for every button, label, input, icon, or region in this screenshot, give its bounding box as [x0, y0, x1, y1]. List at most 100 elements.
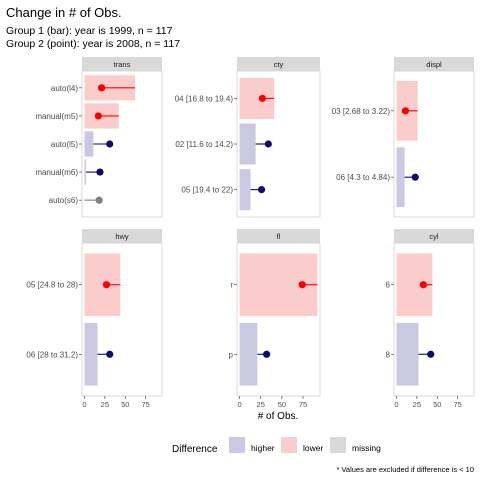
facet-strip-label: hwy [115, 232, 129, 241]
bar [84, 159, 87, 185]
x-tick-label: 0 [82, 400, 86, 409]
point [419, 281, 427, 289]
point [106, 350, 114, 358]
bar [239, 322, 258, 386]
point [401, 107, 410, 115]
point [94, 112, 102, 120]
x-axis-label: # of Obs. [258, 411, 299, 422]
x-tick-label: 50 [433, 400, 441, 409]
facet-panel-cty: cty 04 [16.8 to 19.4) 02 [11.6 to 14.2) 05 … [175, 57, 321, 218]
legend-label-higher: higher [251, 443, 275, 453]
row-r: r [230, 253, 318, 317]
row-03 [2.68 to 3.22): 03 [2.68 to 3.22) [332, 80, 418, 141]
row-auto(l5): auto(l5) [51, 131, 114, 157]
facet-strip [394, 229, 474, 243]
footnote: * Values are excluded if difference is <… [336, 465, 474, 474]
facet-panel-displ: displ 03 [2.68 to 3.22) 06 [4.3 to 4.84) [332, 57, 475, 218]
y-tick-label: auto(s6) [49, 196, 79, 205]
facet-strip [82, 229, 162, 243]
point [106, 140, 114, 148]
y-tick-label: 03 [2.68 to 3.22) [332, 107, 391, 116]
y-tick-label: 02 [11.6 to 14.2) [175, 140, 233, 149]
legend: Difference higher lower missing [172, 437, 381, 455]
facet-panels: trans auto(l4) manual(m5) auto(l5) manual(m6… [26, 57, 475, 409]
row-06 [4.3 to 4.84): 06 [4.3 to 4.84) [336, 147, 419, 208]
facet-strip [237, 57, 320, 71]
point [427, 350, 435, 358]
legend-title: Difference [172, 444, 218, 455]
x-tick-label: 75 [299, 400, 307, 409]
facet-strip-label: trans [114, 60, 131, 69]
bar [84, 131, 94, 157]
bar [239, 123, 256, 165]
point [263, 350, 271, 358]
bar [396, 147, 405, 208]
y-tick-label: 6 [386, 281, 391, 290]
point [95, 196, 103, 204]
point [258, 94, 267, 102]
row-6: 6 [386, 253, 433, 317]
row-p: p [229, 322, 271, 386]
point [102, 281, 111, 289]
point [411, 173, 419, 181]
y-tick-label: auto(l4) [51, 84, 78, 93]
facet-strip [82, 57, 162, 71]
point [97, 84, 106, 92]
y-tick-label: 06 [4.3 to 4.84) [336, 173, 390, 182]
x-tick-label: 75 [454, 400, 462, 409]
bar [84, 322, 98, 386]
point [264, 140, 272, 148]
bar [396, 322, 419, 386]
row-auto(l4): auto(l4) [51, 75, 136, 101]
row-manual(m6): manual(m6) [35, 159, 104, 185]
facet-strip-label: displ [426, 60, 442, 69]
x-tick-label: 50 [121, 400, 129, 409]
y-tick-label: r [230, 281, 233, 290]
y-tick-label: auto(l5) [51, 140, 78, 149]
legend-label-missing: missing [352, 443, 381, 453]
y-tick-label: p [229, 350, 234, 359]
row-04 [16.8 to 19.4): 04 [16.8 to 19.4) [175, 77, 275, 119]
y-tick-label: manual(m5) [35, 112, 78, 121]
facet-strip [394, 57, 474, 71]
point [298, 281, 306, 289]
legend-key-lower [281, 437, 297, 453]
facet-panel-fl: fl r p 0 25 50 75 [229, 229, 321, 409]
row-05 [19.4 to 22): 05 [19.4 to 22) [181, 169, 266, 211]
row-05 [24.8 to 28): 05 [24.8 to 28) [26, 253, 121, 317]
facet-panel-hwy: hwy 05 [24.8 to 28) 06 [28 to 31.2) 0 25 50 75 [26, 229, 163, 409]
chart-title: Change in # of Obs. [6, 5, 122, 20]
y-tick-label: 05 [24.8 to 28) [26, 281, 78, 290]
facet-strip-label: cyl [429, 232, 439, 241]
facet-strip-label: fl [277, 232, 281, 241]
y-tick-label: 8 [386, 350, 391, 359]
row-manual(m5): manual(m5) [35, 103, 119, 129]
legend-key-higher [229, 437, 245, 453]
x-tick-label: 25 [101, 400, 109, 409]
row-8: 8 [386, 322, 435, 386]
row-auto(s6): auto(s6) [49, 196, 103, 205]
x-tick-label: 25 [413, 400, 421, 409]
x-tick-label: 25 [257, 400, 265, 409]
point [96, 168, 104, 176]
chart-subtitle-1: Group 1 (bar): year is 1999, n = 117 [6, 25, 173, 37]
x-tick-label: 50 [278, 400, 286, 409]
y-tick-label: 04 [16.8 to 19.4) [175, 94, 234, 103]
row-02 [11.6 to 14.2): 02 [11.6 to 14.2) [175, 123, 272, 165]
y-tick-label: 05 [19.4 to 22) [181, 186, 233, 195]
y-tick-label: 06 [28 to 31.2) [26, 350, 78, 359]
legend-label-lower: lower [303, 443, 323, 453]
point [257, 186, 266, 194]
facet-panel-cyl: cyl 6 8 0 25 50 75 [386, 229, 475, 409]
x-tick-label: 75 [142, 400, 150, 409]
y-tick-label: manual(m6) [35, 168, 78, 177]
x-tick-label: 0 [237, 400, 241, 409]
chart-subtitle-2: Group 2 (point): year is 2008, n = 117 [6, 38, 180, 50]
facet-strip [237, 229, 320, 243]
row-06 [28 to 31.2): 06 [28 to 31.2) [26, 322, 114, 386]
bar [239, 169, 251, 211]
facet-panel-trans: trans auto(l4) manual(m5) auto(l5) manual(m6… [35, 57, 163, 218]
facet-strip-label: cty [274, 60, 284, 69]
x-tick-label: 0 [394, 400, 398, 409]
